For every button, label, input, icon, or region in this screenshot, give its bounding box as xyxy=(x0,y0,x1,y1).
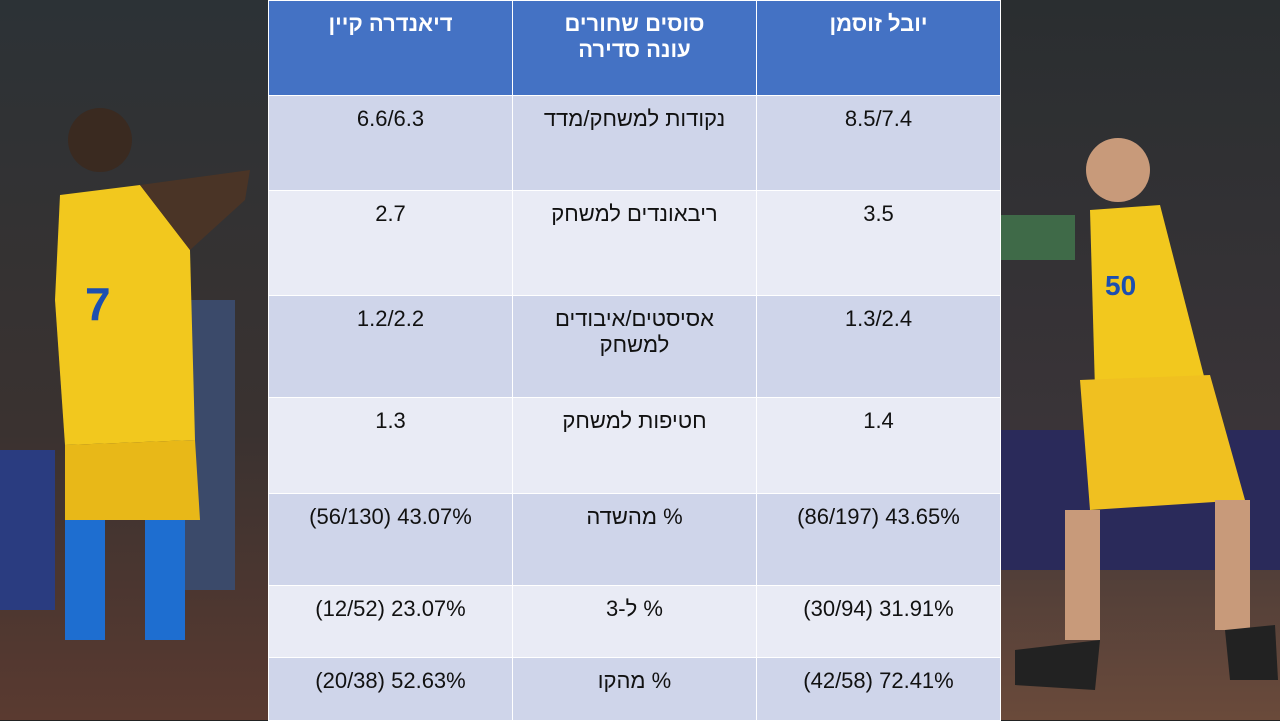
table-row: 43.65% (86/197)% מהשדה 43.07% (56/130) xyxy=(268,493,1001,586)
table-cell: % מהקו xyxy=(512,657,757,721)
header-line: עונה סדירה xyxy=(578,37,691,62)
svg-text:50: 50 xyxy=(1105,270,1136,301)
table-cell: 23.07% (12/52) xyxy=(268,585,513,658)
header-cell: דיאנדרה קיין xyxy=(268,0,513,96)
table-cell: 1.3/2.4 xyxy=(756,295,1001,398)
table-cell: 1.3 xyxy=(268,397,513,494)
header-cell: יובל זוסמן xyxy=(756,0,1001,96)
table-cell: 2.7 xyxy=(268,190,513,296)
table-row: 1.4 חטיפות למשחק 1.3 xyxy=(268,397,1001,494)
table-cell: 6.6/6.3 xyxy=(268,95,513,191)
table-cell: חטיפות למשחק xyxy=(512,397,757,494)
table-cell: 8.5/7.4 xyxy=(756,95,1001,191)
table-cell: ריבאונדים למשחק xyxy=(512,190,757,296)
table-row: 31.91% (30/94)% ל-3 23.07% (12/52) xyxy=(268,585,1001,658)
table-cell: 31.91% (30/94) xyxy=(756,585,1001,658)
table-cell: 43.07% (56/130) xyxy=(268,493,513,586)
table-cell: 43.65% (86/197) xyxy=(756,493,1001,586)
table-cell: % מהשדה xyxy=(512,493,757,586)
table-row: 3.5 ריבאונדים למשחק 2.7 xyxy=(268,190,1001,296)
table-row: 8.5/7.4 נקודות למשחק/מדד 6.6/6.3 xyxy=(268,95,1001,191)
table-row: 1.3/2.4 אסיסטים/איבודים למשחק 1.2/2.2 xyxy=(268,295,1001,398)
svg-text:7: 7 xyxy=(85,278,111,330)
table-cell: 1.2/2.2 xyxy=(268,295,513,398)
table-cell: 72.41% (42/58) xyxy=(756,657,1001,721)
header-row: יובל זוסמן סוסים שחורים עונה סדירה דיאנדרה … xyxy=(268,0,1001,96)
header-line: סוסים שחורים xyxy=(564,11,705,36)
table-cell: נקודות למשחק/מדד xyxy=(512,95,757,191)
stats-table: יובל זוסמן סוסים שחורים עונה סדירה דיאנדרה … xyxy=(268,0,1001,721)
table-cell: 1.4 xyxy=(756,397,1001,494)
table-cell: אסיסטים/איבודים למשחק xyxy=(512,295,757,398)
header-cell: סוסים שחורים עונה סדירה xyxy=(512,0,757,96)
table-cell: 52.63% (20/38) xyxy=(268,657,513,721)
left-photo: 7 xyxy=(0,0,268,720)
right-photo: 50 xyxy=(1000,0,1280,720)
table-cell: % ל-3 xyxy=(512,585,757,658)
table-row: 72.41% (42/58)% מהקו 52.63% (20/38) xyxy=(268,657,1001,721)
table-cell: 3.5 xyxy=(756,190,1001,296)
